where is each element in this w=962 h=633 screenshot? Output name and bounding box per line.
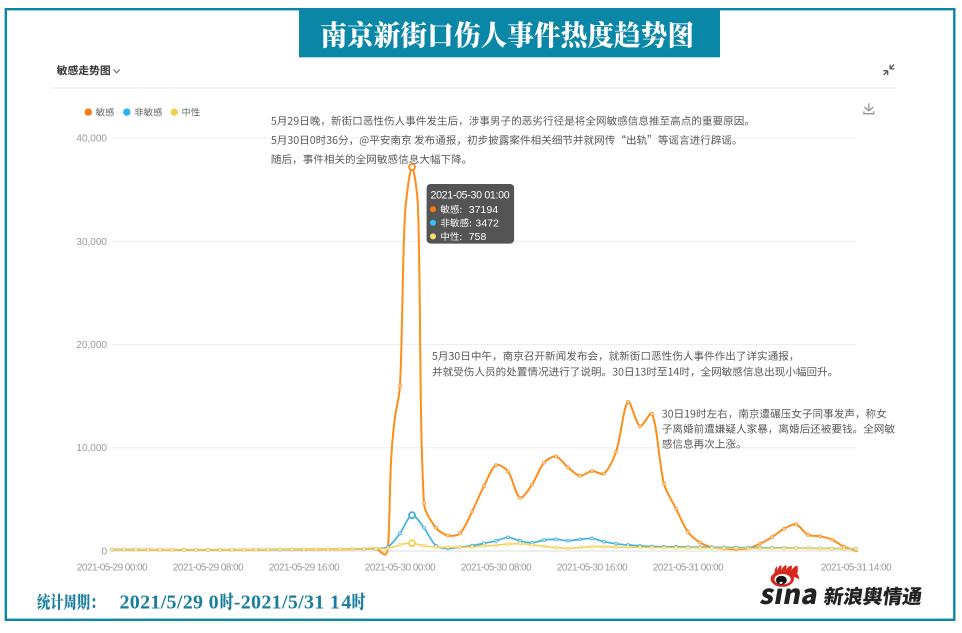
svg-text:2021-05-30 00:00: 2021-05-30 00:00 (365, 563, 436, 574)
svg-text:0: 0 (101, 547, 107, 558)
svg-text:30,000: 30,000 (76, 237, 107, 248)
svg-text:2021-05-31 00:00: 2021-05-31 00:00 (653, 563, 724, 574)
svg-text:2021-05-29 00:00: 2021-05-29 00:00 (77, 563, 148, 574)
svg-text:2021-05-30 08:00: 2021-05-30 08:00 (461, 563, 532, 574)
svg-text:2021/5/29 0: 2021/5/29 0 (120, 592, 219, 614)
svg-text:2021-05-31 14:00: 2021-05-31 14:00 (821, 563, 892, 574)
svg-text:4: 4 (341, 592, 351, 614)
svg-text:-2021/5/31 1: -2021/5/31 1 (234, 592, 340, 614)
svg-text:758: 758 (469, 232, 487, 243)
svg-text:2021-05-29 16:00: 2021-05-29 16:00 (269, 563, 340, 574)
svg-text:40,000: 40,000 (76, 134, 107, 145)
svg-text:2021-05-30 16:00: 2021-05-30 16:00 (557, 563, 628, 574)
svg-text:10,000: 10,000 (76, 443, 107, 454)
svg-text:37194: 37194 (469, 205, 499, 216)
svg-text:2021-05-30 01:00: 2021-05-30 01:00 (431, 189, 510, 201)
svg-text:2021-05-29 08:00: 2021-05-29 08:00 (173, 563, 244, 574)
svg-text:20,000: 20,000 (76, 340, 107, 351)
svg-text:3472: 3472 (475, 218, 499, 229)
